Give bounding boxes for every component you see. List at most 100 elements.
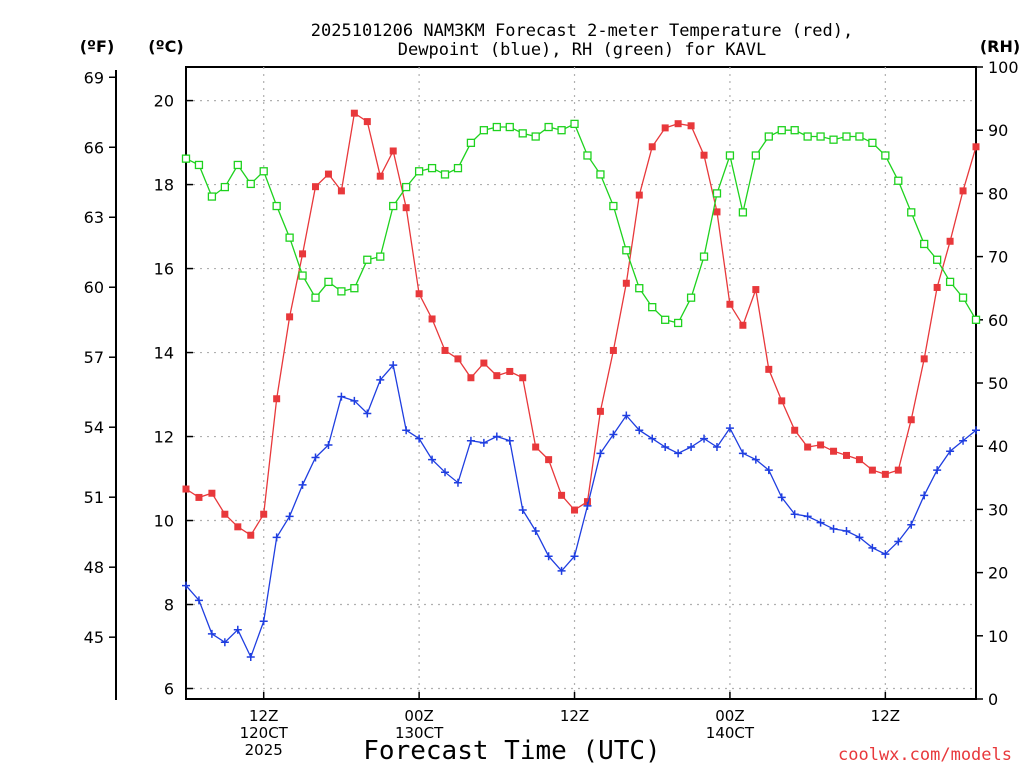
data-point [648, 434, 657, 443]
data-point [428, 455, 437, 464]
data-point [285, 233, 294, 242]
data-point [246, 179, 255, 189]
data-point [635, 284, 644, 293]
data-point [493, 372, 501, 380]
data-point [817, 441, 825, 449]
data-point [751, 455, 760, 464]
data-point [454, 355, 462, 363]
data-point [557, 566, 566, 575]
data-point [480, 359, 488, 367]
data-point [247, 531, 255, 539]
rh-tick-label: 70 [988, 248, 1008, 267]
data-point [699, 252, 709, 261]
data-point [713, 208, 721, 216]
data-point [778, 397, 786, 405]
data-point [959, 187, 967, 195]
data-point [765, 365, 773, 373]
data-point [816, 518, 825, 527]
data-point [312, 183, 320, 191]
data-point [466, 138, 476, 147]
series-line [185, 123, 977, 324]
fahrenheit-tick-label: 63 [84, 208, 104, 227]
data-point [596, 407, 604, 415]
data-point [415, 434, 424, 443]
plot-area-frame [185, 66, 977, 700]
data-point [855, 533, 864, 542]
data-point [519, 374, 527, 382]
data-point [959, 436, 968, 445]
data-point [389, 147, 397, 155]
data-point [544, 122, 553, 132]
source-credit: coolwx.com/models [838, 745, 1012, 765]
x-tick-label: 12Z [871, 707, 900, 725]
data-point [298, 480, 307, 489]
series-line [185, 112, 977, 537]
data-point [777, 493, 786, 502]
rh-tick-label: 100 [988, 58, 1019, 77]
x-tick-label: 2025 [245, 741, 283, 759]
data-point [700, 434, 709, 443]
celsius-tick-label: 10 [154, 512, 174, 531]
data-point [622, 279, 630, 287]
data-point [920, 355, 928, 363]
data-point [544, 552, 553, 561]
data-point [505, 436, 514, 445]
data-point [855, 456, 863, 464]
data-series [181, 109, 981, 662]
data-point [233, 160, 242, 170]
data-point [194, 596, 203, 605]
celsius-unit-label: (ºC) [148, 37, 183, 56]
data-point [453, 478, 462, 487]
data-point [492, 122, 501, 132]
data-point [182, 485, 190, 493]
data-point [868, 543, 877, 552]
fahrenheit-tick-label: 60 [84, 278, 104, 297]
data-point [479, 126, 489, 135]
data-point [363, 409, 372, 418]
data-point [531, 527, 540, 536]
data-point [518, 506, 527, 515]
data-point [609, 201, 618, 211]
data-point [518, 129, 527, 138]
data-point [415, 290, 423, 298]
data-point [596, 449, 605, 458]
celsius-tick-label: 8 [164, 596, 174, 615]
celsius-tick-label: 16 [154, 260, 174, 279]
data-point [441, 346, 449, 354]
x-tick-label: 120CT [240, 724, 289, 742]
data-point [958, 293, 968, 302]
data-point [389, 201, 398, 211]
data-point [712, 189, 722, 198]
data-point [273, 395, 281, 403]
fahrenheit-tick-label: 57 [84, 348, 104, 367]
data-point [868, 138, 877, 147]
fahrenheit-unit-label: (ºF) [80, 37, 115, 56]
data-point [570, 552, 579, 561]
data-point [492, 432, 501, 441]
data-point [324, 440, 333, 449]
x-tick-label: 12Z [560, 707, 589, 725]
data-point [505, 122, 514, 132]
data-point [414, 167, 424, 176]
data-point [894, 466, 902, 474]
data-point [881, 470, 889, 478]
fahrenheit-tick-label: 51 [84, 488, 104, 507]
data-point [712, 443, 721, 452]
data-point [622, 246, 631, 255]
data-point [803, 512, 812, 521]
rh-tick-label: 60 [988, 311, 1008, 330]
data-point [337, 392, 346, 401]
series-2-meter-temperature [182, 109, 980, 539]
data-point [946, 237, 954, 245]
data-point [207, 192, 217, 201]
data-point [868, 466, 876, 474]
data-point [932, 255, 942, 264]
data-point [195, 493, 203, 501]
fahrenheit-tick-label: 69 [84, 68, 104, 87]
data-point [829, 524, 838, 533]
rh-tick-label: 30 [988, 500, 1008, 519]
data-point [816, 132, 825, 141]
data-point [764, 132, 773, 141]
data-point [881, 151, 890, 160]
data-point [531, 132, 540, 141]
